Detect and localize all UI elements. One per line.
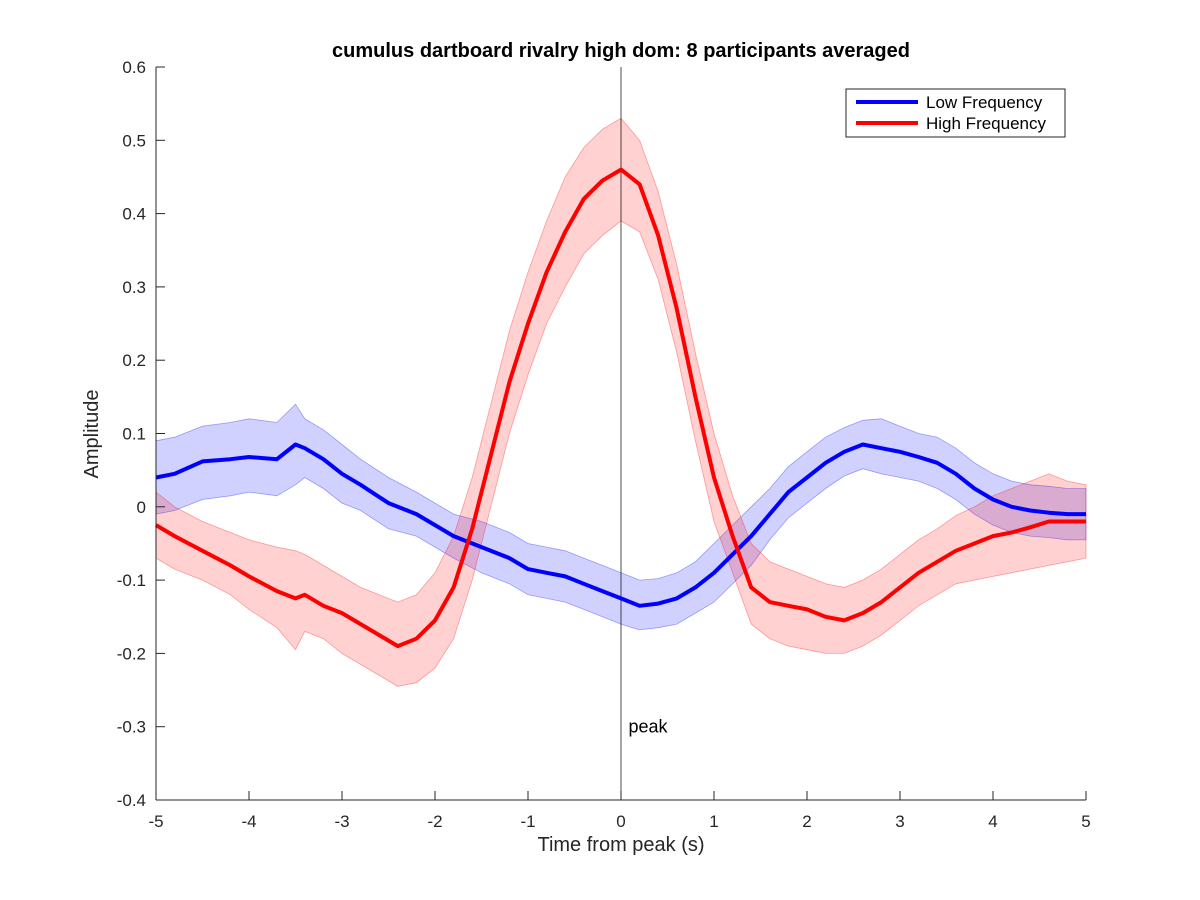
- y-tick-label: 0.6: [122, 58, 146, 77]
- legend-label-low-frequency: Low Frequency: [926, 93, 1043, 112]
- line-high-frequency: [154, 167, 1086, 649]
- y-tick-label: -0.3: [117, 718, 146, 737]
- y-tick-label: 0: [137, 498, 146, 517]
- y-axis-ticks: -0.4 -0.3 -0.2 -0.1 0 0.1 0.2 0.3 0.4 0.5 0.6: [117, 58, 165, 810]
- band-low-frequency: [155, 403, 1087, 631]
- series-lines: [154, 167, 1086, 649]
- x-tick-label: 2: [802, 812, 811, 831]
- x-tick-label: 5: [1081, 812, 1090, 831]
- x-axis-ticks: -5 -4 -3 -2 -1 0 1 2 3 4 5: [148, 791, 1091, 831]
- y-tick-label: 0.5: [122, 131, 146, 150]
- confidence-bands: [155, 117, 1087, 687]
- y-tick-label: 0.3: [122, 278, 146, 297]
- x-tick-label: -5: [148, 812, 163, 831]
- chart-title: cumulus dartboard rivalry high dom: 8 pa…: [332, 40, 910, 62]
- x-tick-label: 1: [709, 812, 718, 831]
- legend: Low Frequency High Frequency: [845, 88, 1066, 138]
- y-tick-label: -0.2: [117, 644, 146, 663]
- y-tick-label: 0.1: [122, 425, 146, 444]
- x-tick-label: -2: [427, 812, 442, 831]
- legend-label-high-frequency: High Frequency: [926, 114, 1047, 133]
- peak-annotation: peak: [628, 717, 668, 737]
- x-tick-label: -3: [334, 812, 349, 831]
- x-tick-label: -4: [241, 812, 256, 831]
- y-axis-label: Amplitude: [81, 390, 103, 479]
- x-tick-label: 3: [895, 812, 904, 831]
- legend-box: [845, 88, 1066, 138]
- band-high-frequency: [155, 117, 1087, 687]
- y-tick-label: -0.4: [117, 791, 146, 810]
- y-tick-label: 0.2: [122, 351, 146, 370]
- x-tick-label: 0: [616, 812, 625, 831]
- y-tick-label: -0.1: [117, 571, 146, 590]
- line-low-frequency: [155, 442, 1086, 608]
- x-tick-label: -1: [520, 812, 535, 831]
- x-tick-label: 4: [988, 812, 997, 831]
- x-axis-label: Time from peak (s): [537, 834, 704, 856]
- y-tick-label: 0.4: [122, 205, 146, 224]
